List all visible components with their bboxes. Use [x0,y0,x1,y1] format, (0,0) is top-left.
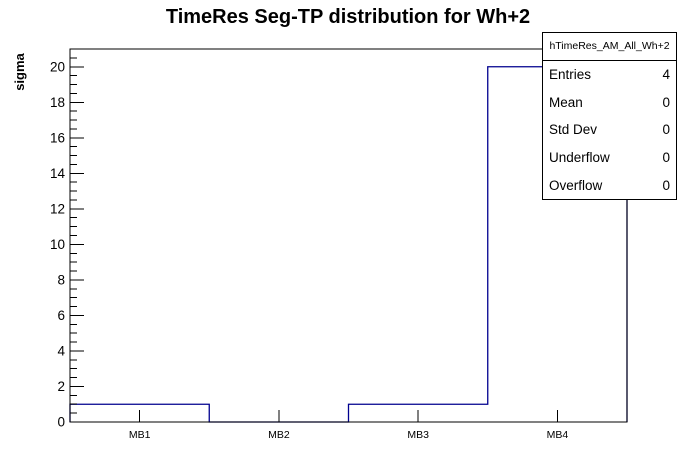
stats-label: Mean [549,94,583,110]
stats-label: Underflow [549,150,610,166]
x-tick-label: MB4 [547,429,569,441]
chart-title: TimeRes Seg-TP distribution for Wh+2 [165,6,531,28]
y-tick-label: 12 [50,201,65,216]
y-tick-label: 2 [57,379,65,394]
y-tick-label: 6 [57,308,65,323]
x-tick-label: MB2 [268,429,290,441]
stats-value: 0 [662,122,670,138]
stats-box-body: Entries 4 Mean 0 Std Dev 0 Underflow 0 O… [543,61,676,199]
stats-box-title: hTimeRes_AM_All_Wh+2 [543,33,676,61]
stats-value: 0 [662,150,670,166]
y-tick-label: 14 [50,166,66,181]
y-tick-label: 10 [50,237,65,252]
stats-value: 0 [662,94,670,110]
stats-label: Std Dev [549,122,598,138]
plot-frame [69,48,628,423]
x-tick-label: MB3 [407,429,429,441]
stats-row-stddev: Std Dev 0 [543,116,676,144]
stats-row-mean: Mean 0 [543,89,676,117]
y-tick-label: 0 [57,415,65,430]
stats-box: hTimeRes_AM_All_Wh+2 Entries 4 Mean 0 St… [542,32,677,200]
stats-value: 4 [662,67,670,83]
stats-row-overflow: Overflow 0 [543,171,676,199]
y-tick-label: 8 [57,272,65,287]
x-tick-label: MB1 [129,429,151,441]
stats-row-underflow: Underflow 0 [543,144,676,172]
stats-row-entries: Entries 4 [543,61,676,89]
y-tick-label: 20 [50,59,65,74]
y-tick-label: 16 [50,130,65,145]
stats-value: 0 [662,177,670,193]
y-tick-label: 18 [50,95,65,110]
stats-label: Overflow [549,177,603,193]
y-tick-label: 4 [57,343,65,358]
stats-label: Entries [549,67,592,83]
